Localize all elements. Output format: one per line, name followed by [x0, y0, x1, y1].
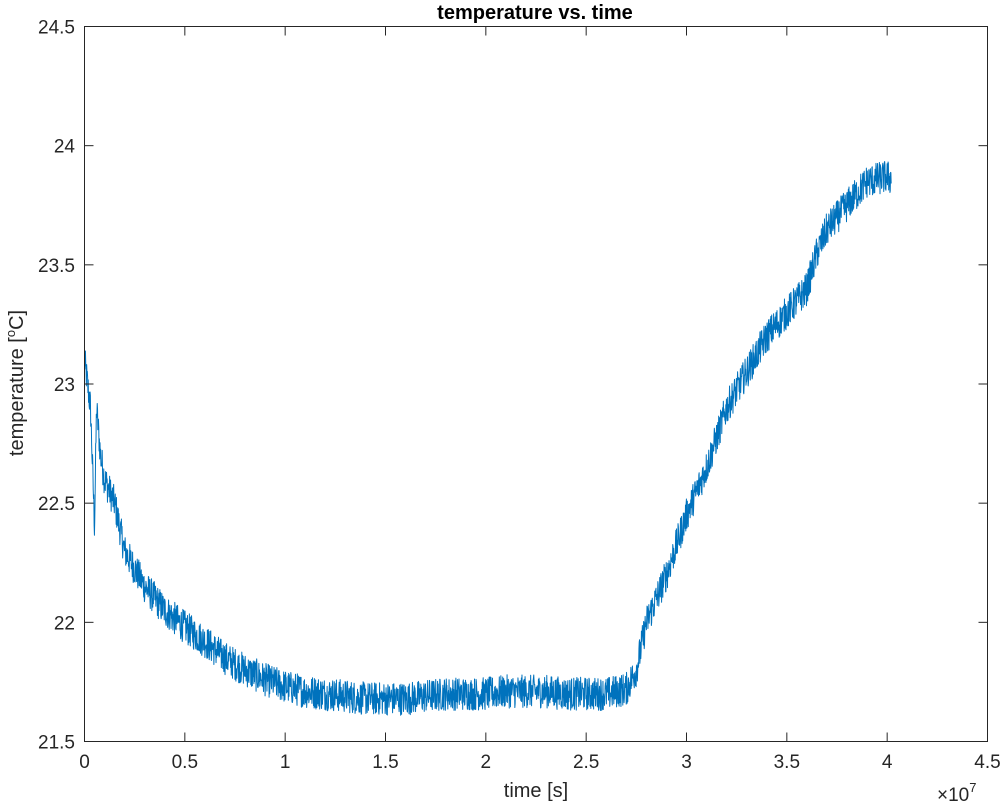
y-tick-label: 24.5 [38, 18, 75, 39]
x-tick-label: 1.5 [372, 752, 398, 773]
x-tick-label: 4.5 [974, 752, 1000, 773]
x-tick-label: 0 [79, 752, 90, 773]
x-exponent-power: 7 [969, 780, 976, 795]
y-label-end: C] [6, 310, 28, 330]
y-tick-label: 21.5 [38, 733, 75, 754]
x-tick-label: 2.5 [573, 752, 599, 773]
y-tick-label: 22.5 [38, 494, 75, 515]
x-axis-label: time [s] [504, 780, 568, 802]
x-tick-label: 4 [882, 752, 893, 773]
x-tick-label: 3 [681, 752, 692, 773]
x-tick-label: 3.5 [774, 752, 800, 773]
x-axis-exponent: ×107 [937, 780, 976, 804]
x-tick-label: 2 [481, 752, 492, 773]
y-label-main: temperature [ [6, 337, 28, 456]
x-exponent-base: ×10 [937, 785, 969, 804]
x-tick-label: 1 [280, 752, 291, 773]
x-tick-label: 0.5 [172, 752, 198, 773]
y-tick-label: 22 [54, 613, 75, 634]
svg-text:×107: ×107 [937, 780, 976, 804]
x-axis: 0 0.5 1 1.5 2 2.5 3 3.5 4 4.5 [79, 26, 1001, 773]
y-axis-label: temperature [oC] [3, 310, 28, 456]
chart-title: temperature vs. time [437, 2, 633, 24]
series-line [84, 161, 892, 716]
plot-area [84, 161, 892, 716]
y-tick-label: 24 [54, 137, 76, 158]
y-axis: 21.5 22 22.5 23 23.5 24 24.5 [38, 18, 988, 754]
y-label-superscript: o [3, 330, 18, 337]
y-tick-label: 23.5 [38, 256, 75, 277]
y-tick-label: 23 [54, 375, 75, 396]
